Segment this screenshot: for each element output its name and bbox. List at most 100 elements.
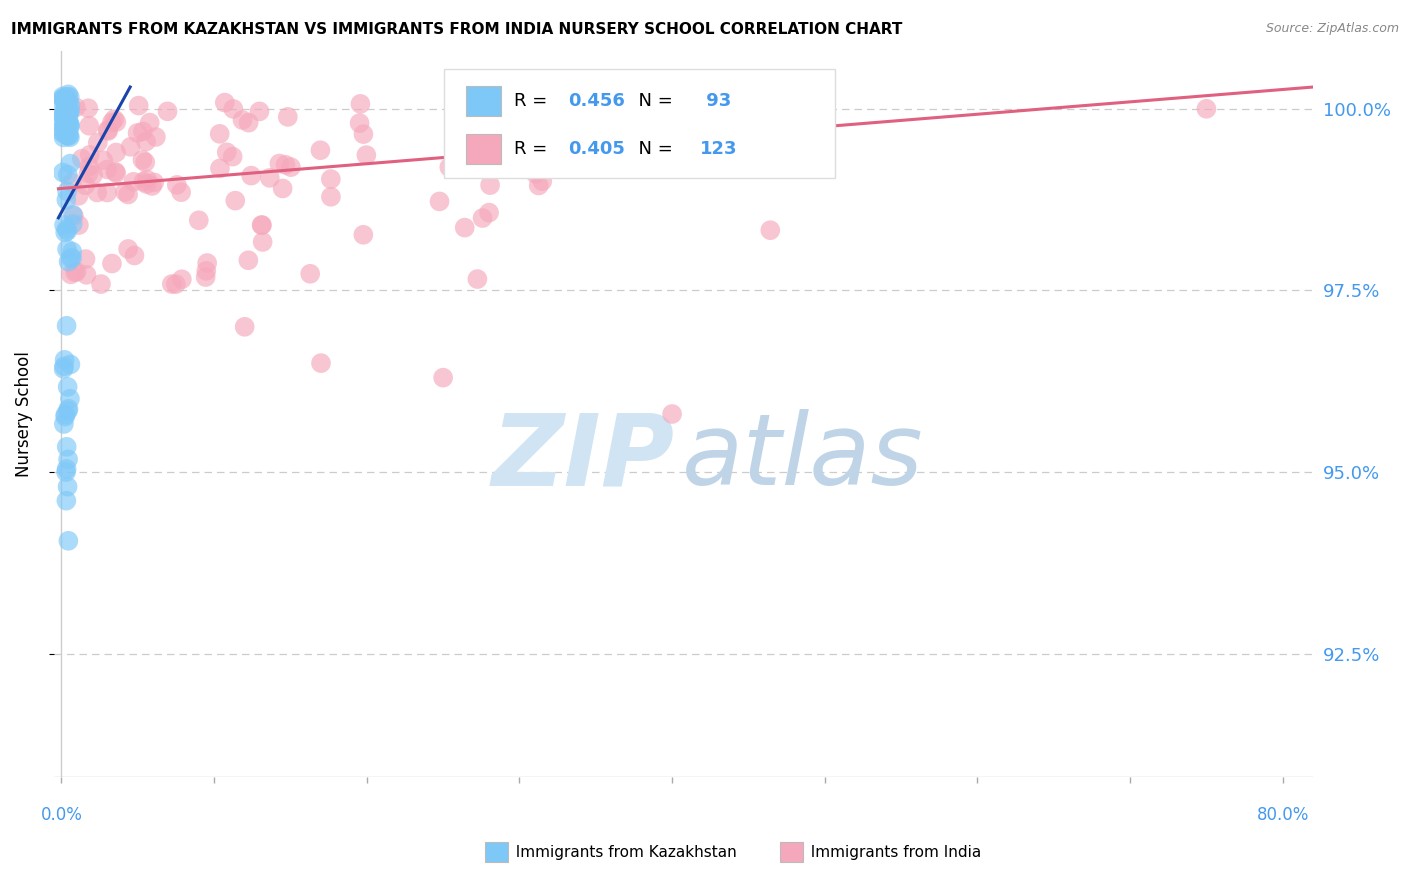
Point <box>222 102 245 116</box>
Point <box>67 218 90 232</box>
Point <box>259 170 281 185</box>
Point <box>52 125 75 139</box>
Point <box>52 165 75 179</box>
Point <box>56 404 79 418</box>
Point <box>59 104 82 119</box>
Point <box>352 227 374 242</box>
Point <box>59 90 82 104</box>
Point <box>221 150 243 164</box>
Point <box>86 186 108 200</box>
Point <box>309 356 332 370</box>
Point <box>170 185 193 199</box>
Text: R =: R = <box>513 140 553 158</box>
Point <box>58 106 80 120</box>
Point <box>53 218 76 232</box>
Point <box>55 96 77 111</box>
Point <box>60 176 83 190</box>
Point <box>170 272 193 286</box>
Point <box>280 160 302 174</box>
Text: ZIP: ZIP <box>491 409 675 506</box>
Point <box>58 128 80 143</box>
Point <box>299 267 322 281</box>
Point <box>138 115 160 129</box>
Point <box>63 265 86 279</box>
Point <box>249 104 271 119</box>
Point <box>55 107 77 121</box>
Point <box>524 167 547 181</box>
Point <box>53 117 76 131</box>
Point <box>51 113 73 128</box>
Point <box>55 127 77 141</box>
Point <box>56 224 79 238</box>
Point <box>56 380 79 394</box>
Point <box>56 480 79 494</box>
Point <box>75 252 97 266</box>
Point <box>132 124 155 138</box>
Point <box>127 126 149 140</box>
Point <box>55 95 77 109</box>
Point <box>53 352 76 367</box>
Point <box>58 104 80 119</box>
Point <box>274 158 297 172</box>
Point <box>231 113 253 128</box>
Point <box>79 148 101 162</box>
Point <box>104 165 127 179</box>
Point <box>77 167 100 181</box>
Point <box>55 222 77 236</box>
Text: 0.456: 0.456 <box>568 92 624 110</box>
FancyBboxPatch shape <box>465 86 501 116</box>
Point <box>124 248 146 262</box>
Point <box>269 156 291 170</box>
Point <box>56 242 79 256</box>
Point <box>56 168 79 182</box>
Point <box>67 189 90 203</box>
Point <box>60 244 83 259</box>
Point <box>467 272 489 286</box>
Point <box>117 242 139 256</box>
Point <box>498 126 520 140</box>
Point <box>55 121 77 136</box>
Point <box>101 115 124 129</box>
Point <box>208 161 231 176</box>
Point <box>70 152 93 166</box>
Point <box>103 112 125 127</box>
Point <box>53 91 76 105</box>
Point <box>135 177 157 191</box>
Point <box>319 190 342 204</box>
Point <box>55 121 77 136</box>
Point <box>97 123 120 137</box>
Point <box>90 277 112 291</box>
Point <box>58 112 80 127</box>
Point <box>215 145 238 160</box>
Point <box>59 392 82 406</box>
Point <box>214 95 236 110</box>
Point <box>187 213 209 227</box>
Point <box>319 172 342 186</box>
Point <box>349 116 371 130</box>
Point <box>55 493 77 508</box>
Point <box>56 116 79 130</box>
Point <box>59 358 82 372</box>
Point <box>527 132 550 146</box>
Point <box>52 130 75 145</box>
Point <box>195 256 218 270</box>
Point <box>62 208 84 222</box>
Point <box>233 319 256 334</box>
Point <box>56 111 79 125</box>
Point <box>59 120 82 134</box>
Point <box>238 253 260 268</box>
Point <box>449 120 471 135</box>
Point <box>156 104 179 119</box>
Point <box>1195 102 1218 116</box>
Point <box>101 256 124 270</box>
Point <box>55 465 77 479</box>
Point <box>53 226 76 240</box>
Point <box>96 162 118 177</box>
Point <box>77 101 100 115</box>
Point <box>55 120 77 134</box>
Point <box>56 89 79 103</box>
Point <box>59 251 82 265</box>
Point <box>82 168 104 182</box>
Point <box>53 92 76 106</box>
Point <box>76 268 98 282</box>
